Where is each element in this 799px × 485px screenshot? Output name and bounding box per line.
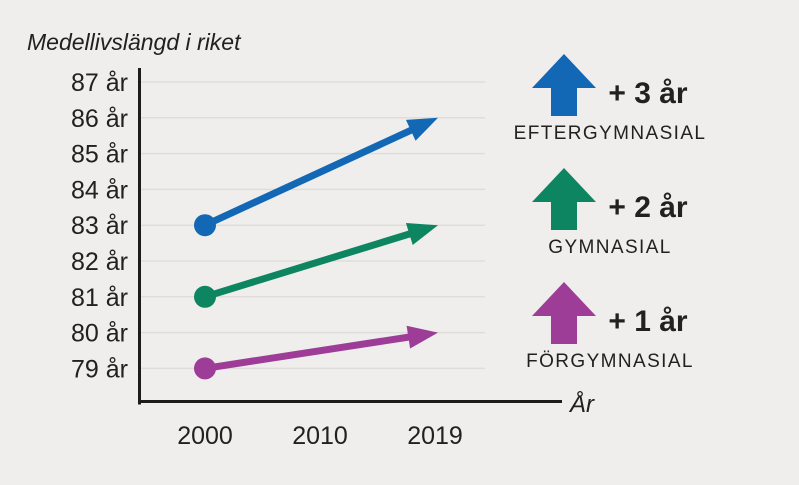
series-line-eftergymnasial bbox=[203, 124, 418, 229]
legend-delta-label: + 2 år bbox=[608, 191, 688, 224]
up-arrow-icon bbox=[532, 168, 597, 230]
legend-delta-label: + 3 år bbox=[608, 77, 688, 110]
series-arrowhead-eftergymnasial bbox=[405, 117, 438, 141]
series-line-gymnasial bbox=[203, 228, 417, 301]
legend-item-eftergymnasial: + 3 år EFTERGYMNASIAL bbox=[492, 54, 728, 144]
series-start-dot-gymnasial bbox=[194, 285, 216, 308]
x-tick-label: 2019 bbox=[407, 422, 463, 450]
up-arrow-shape bbox=[532, 54, 597, 116]
series-start-dot-frgymnasial bbox=[194, 357, 216, 380]
x-tick-label: 2000 bbox=[177, 422, 233, 450]
legend-item-forgymnasial: + 1 år FÖRGYMNASIAL bbox=[492, 282, 728, 372]
y-tick-label: 81 år bbox=[71, 284, 128, 312]
y-tick-label: 86 år bbox=[71, 105, 128, 133]
y-tick-label: 87 år bbox=[71, 69, 128, 97]
y-tick-label: 82 år bbox=[71, 248, 128, 276]
up-arrow-icon bbox=[532, 282, 597, 344]
up-arrow-icon bbox=[532, 54, 597, 116]
legend-item-gymnasial: + 2 år GYMNASIAL bbox=[492, 168, 728, 258]
y-tick-label: 79 år bbox=[71, 355, 128, 383]
y-tick-label: 84 år bbox=[71, 176, 128, 204]
up-arrow-shape bbox=[532, 282, 597, 344]
legend-delta-label: + 1 år bbox=[608, 305, 688, 338]
legend-row: + 3 år bbox=[532, 54, 688, 116]
y-tick-label: 80 år bbox=[71, 320, 128, 348]
series-line-frgymnasial bbox=[204, 332, 415, 372]
legend-row: + 2 år bbox=[532, 168, 688, 230]
legend-series-name: GYMNASIAL bbox=[548, 237, 672, 258]
legend-row: + 1 år bbox=[532, 282, 688, 344]
y-tick-label: 85 år bbox=[71, 141, 128, 169]
legend-series-name: EFTERGYMNASIAL bbox=[513, 123, 707, 144]
up-arrow-shape bbox=[532, 168, 597, 230]
x-tick-label: 2010 bbox=[292, 422, 348, 450]
series-start-dot-eftergymnasial bbox=[194, 214, 216, 237]
x-axis-label: År bbox=[568, 390, 595, 418]
y-tick-label: 83 år bbox=[71, 212, 128, 240]
chart-title: Medellivslängd i riket bbox=[27, 29, 241, 55]
series-arrowhead-gymnasial bbox=[405, 223, 438, 246]
series-arrowhead-frgymnasial bbox=[406, 325, 438, 349]
legend-series-name: FÖRGYMNASIAL bbox=[526, 351, 694, 372]
chart-legend: + 3 år EFTERGYMNASIAL + 2 år GYMNASIAL +… bbox=[492, 54, 728, 372]
